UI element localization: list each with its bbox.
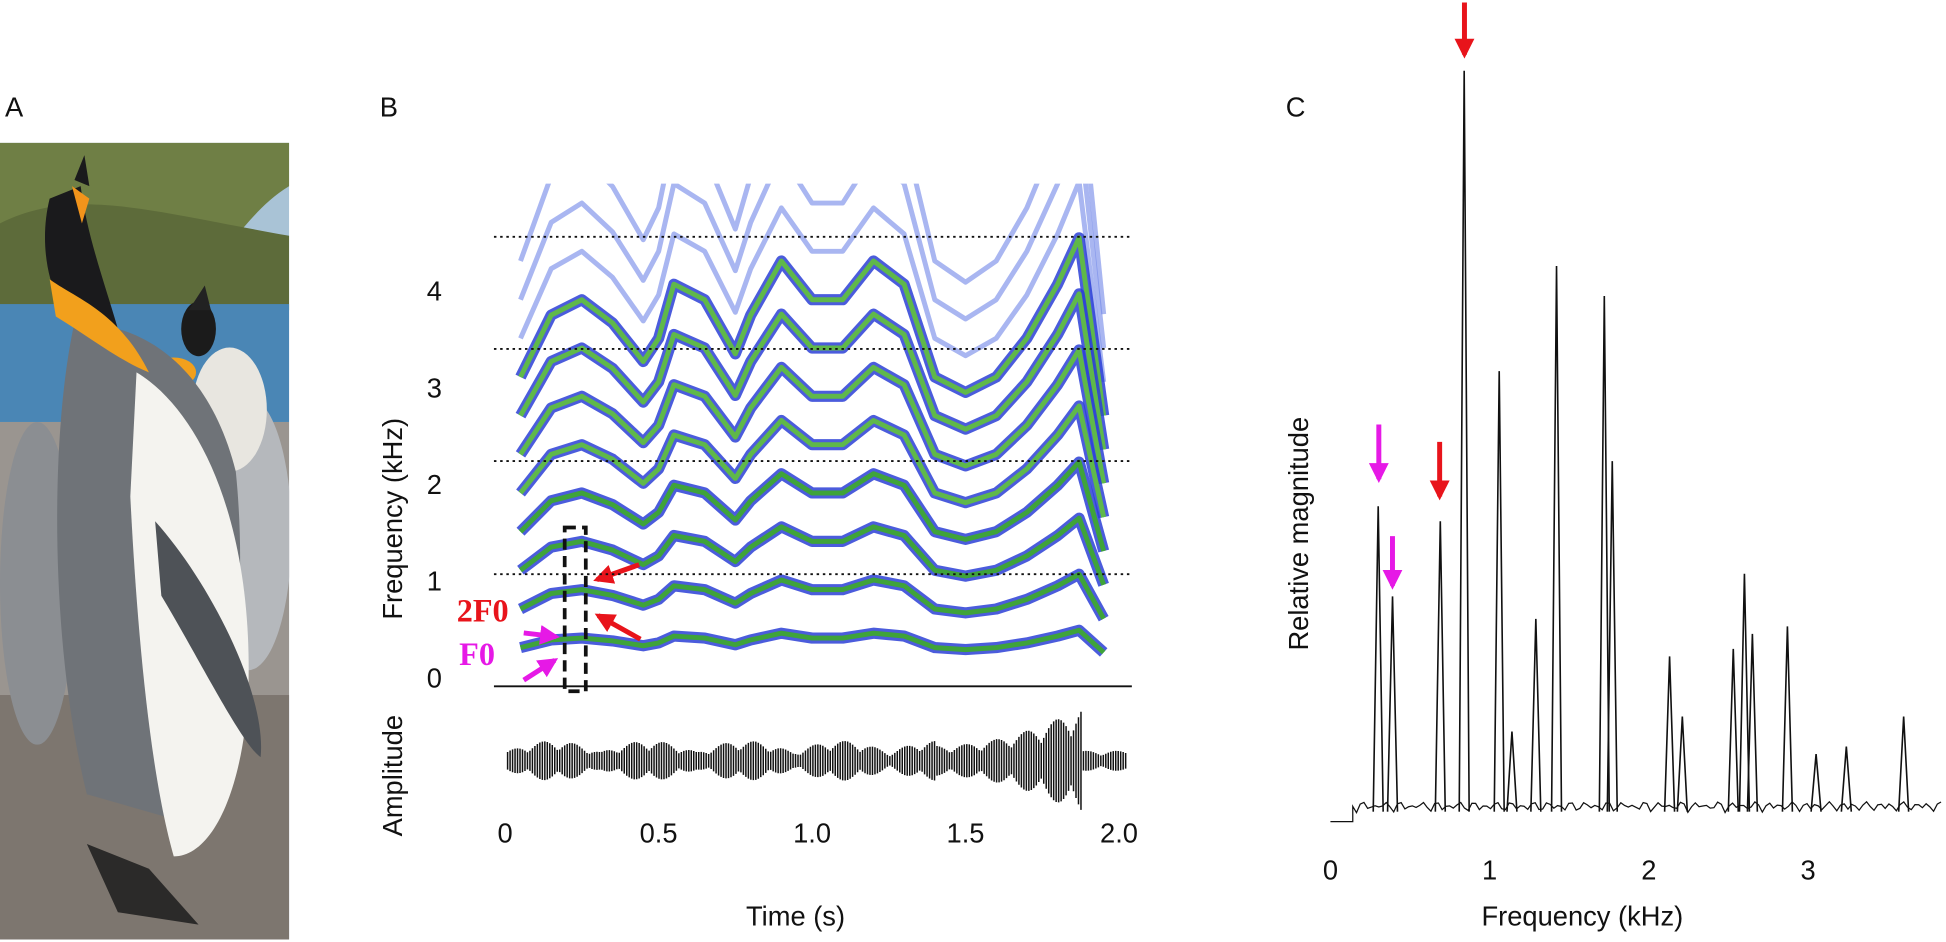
panel-label: C — [1286, 91, 1306, 122]
x-tick-label: 0 — [498, 817, 513, 848]
panel-label: B — [380, 91, 398, 122]
x-axis-label: Time (s) — [746, 901, 845, 932]
spectral-peak — [1746, 633, 1759, 812]
x-tick-label: 3 — [1801, 855, 1816, 886]
spectral-peak — [1781, 626, 1794, 812]
x-tick-label: 1.0 — [793, 817, 831, 848]
y-tick-label: 3 — [427, 372, 442, 403]
harmonic-halo — [518, 183, 1107, 315]
spectral-peak — [1738, 573, 1751, 812]
harmonic — [519, 627, 1106, 655]
y-tick-label: 4 — [427, 276, 442, 307]
penguin-photo — [0, 142, 290, 940]
harmonic — [519, 515, 1107, 586]
spectral-peak — [1386, 596, 1399, 812]
annotation: F0 — [459, 636, 495, 672]
noise-floor — [1330, 800, 1942, 823]
arrow — [593, 562, 640, 584]
spectral-peak — [1598, 295, 1611, 812]
y-tick-label: 2 — [427, 469, 442, 500]
spectrogram — [515, 183, 1110, 657]
x-tick-label: 0 — [1323, 855, 1338, 886]
spectral-peak — [1727, 648, 1740, 812]
harmonic-halo — [518, 183, 1107, 383]
harmonic — [518, 235, 1107, 416]
waveform-label: Amplitude — [377, 715, 408, 836]
y-axis-label: Relative magnitude — [1283, 417, 1314, 651]
spectral-peak — [1606, 461, 1619, 812]
x-tick-label: 2 — [1641, 855, 1656, 886]
annotation: 2F0 — [457, 593, 509, 629]
spectral-peak — [1840, 746, 1853, 812]
arrow — [522, 658, 559, 683]
spectral-peak — [1434, 521, 1447, 812]
y-tick-label: 1 — [427, 566, 442, 597]
x-tick-label: 2.0 — [1100, 817, 1138, 848]
harmonic-halo — [518, 183, 1107, 349]
harmonic — [518, 291, 1107, 450]
spectral-peak — [1458, 70, 1470, 812]
waveform — [506, 711, 1127, 810]
harmonic — [518, 459, 1107, 552]
x-axis-label: Frequency (kHz) — [1481, 901, 1683, 932]
spectral-peak — [1676, 716, 1689, 812]
waveform-trace — [506, 711, 1127, 810]
harmonic — [518, 347, 1107, 484]
arrow — [523, 625, 560, 645]
spectrum — [1330, 70, 1942, 823]
x-tick-label: 1 — [1482, 855, 1497, 886]
spectral-peak — [1663, 656, 1676, 812]
x-tick-label: 1.5 — [947, 817, 985, 848]
harmonic — [518, 403, 1107, 518]
spectral-peak — [1530, 618, 1542, 812]
y-tick-label: 0 — [427, 662, 442, 693]
panel-label: A — [5, 91, 24, 122]
spectral-peak — [1506, 731, 1518, 812]
spectral-peak — [1550, 265, 1563, 812]
harmonic — [519, 571, 1106, 620]
arrow — [594, 613, 642, 642]
spectral-peak — [1372, 506, 1384, 812]
spectral-peak — [1897, 716, 1910, 812]
y-axis-label: Frequency (kHz) — [377, 418, 408, 620]
spectral-peak — [1493, 371, 1505, 812]
highlight-box — [562, 525, 588, 694]
spectral-peak — [1810, 753, 1822, 812]
x-tick-label: 0.5 — [640, 817, 678, 848]
